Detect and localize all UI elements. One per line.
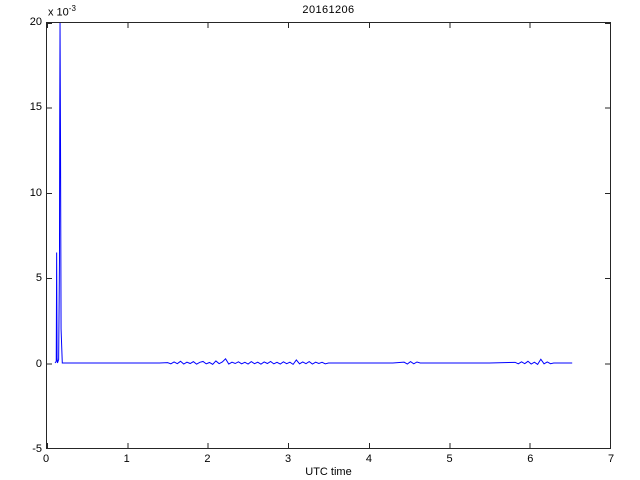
plot-area — [46, 22, 611, 449]
x-tick-label: 4 — [365, 453, 372, 465]
plot-canvas — [47, 23, 610, 448]
y-tick-label: 5 — [35, 272, 42, 285]
y-axis-exponent-prefix: x 10 — [48, 6, 69, 19]
x-axis-tick-labels: 0 1 2 3 4 5 6 7 — [0, 453, 640, 471]
axis-tick-marks — [47, 23, 610, 448]
data-series-layer — [54, 23, 573, 366]
x-tick-label: 3 — [285, 453, 292, 465]
y-tick-label: -5 — [32, 443, 42, 455]
x-axis-title: UTC time — [305, 466, 352, 478]
x-tick-label: 2 — [204, 453, 211, 465]
y-tick-label: 0 — [35, 357, 42, 370]
page-title: 20161206 — [302, 4, 355, 16]
x-tick-label: 7 — [607, 453, 615, 465]
y-tick-label: 10 — [29, 186, 42, 199]
y-axis-exponent-label: x 10-3 — [48, 4, 76, 19]
y-tick-label: 20 — [29, 16, 42, 28]
x-tick-label: 1 — [123, 453, 130, 465]
y-axis-tick-labels: 20 15 10 5 0 -5 — [0, 0, 42, 480]
y-tick-label: 15 — [29, 101, 42, 114]
x-tick-label: 0 — [42, 453, 50, 465]
x-tick-label: 6 — [527, 453, 534, 465]
y-axis-exponent-power: -3 — [68, 4, 76, 13]
x-tick-label: 5 — [446, 453, 453, 465]
data-line — [54, 23, 573, 366]
